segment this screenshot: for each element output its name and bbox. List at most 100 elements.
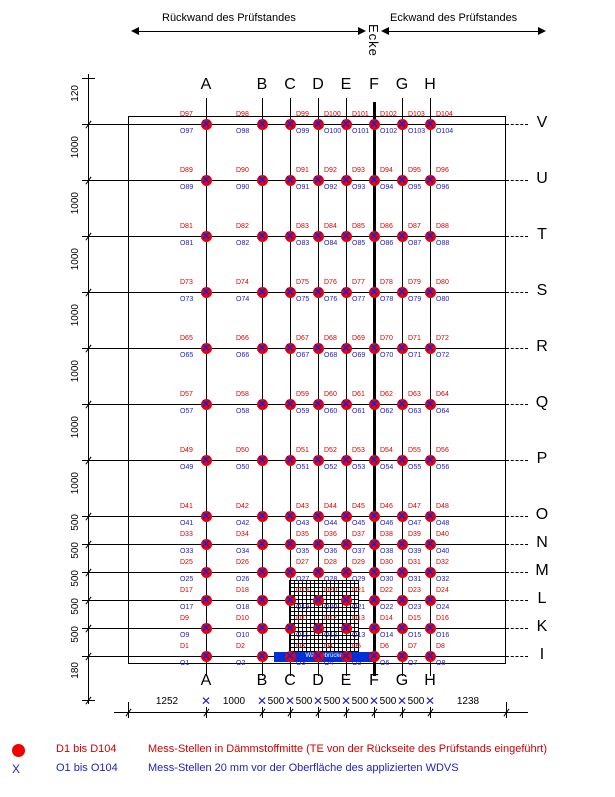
measurement-point-D99[interactable]: [284, 118, 296, 130]
measurement-point-D72[interactable]: [424, 342, 436, 354]
measurement-point-D83[interactable]: [284, 230, 296, 242]
measurement-point-O45[interactable]: ✕: [340, 508, 352, 523]
measurement-point-O65[interactable]: ✕: [200, 340, 212, 355]
measurement-point-O25[interactable]: ✕: [200, 564, 212, 579]
measurement-point-D56[interactable]: [424, 454, 436, 466]
measurement-point-D42[interactable]: [256, 510, 268, 522]
measurement-point-D28[interactable]: [312, 566, 324, 578]
measurement-point-D79[interactable]: [396, 286, 408, 298]
measurement-point-O63[interactable]: ✕: [396, 396, 408, 411]
measurement-point-O67[interactable]: ✕: [284, 340, 296, 355]
measurement-point-O36[interactable]: ✕: [312, 536, 324, 551]
measurement-point-D43[interactable]: [284, 510, 296, 522]
measurement-point-D16[interactable]: [424, 622, 436, 634]
measurement-point-O43[interactable]: ✕: [284, 508, 296, 523]
measurement-point-D70[interactable]: [368, 342, 380, 354]
measurement-point-O11[interactable]: ✕: [284, 620, 296, 635]
measurement-point-D71[interactable]: [396, 342, 408, 354]
measurement-point-D69[interactable]: [340, 342, 352, 354]
measurement-point-D39[interactable]: [396, 538, 408, 550]
measurement-point-O16[interactable]: ✕: [424, 620, 436, 635]
measurement-point-O34[interactable]: ✕: [256, 536, 268, 551]
measurement-point-D94[interactable]: [368, 174, 380, 186]
measurement-point-O8[interactable]: ✕: [424, 648, 436, 663]
measurement-point-D31[interactable]: [396, 566, 408, 578]
measurement-point-O100[interactable]: ✕: [312, 116, 324, 131]
measurement-point-O19[interactable]: ✕: [284, 592, 296, 607]
measurement-point-O86[interactable]: ✕: [368, 228, 380, 243]
measurement-point-D93[interactable]: [340, 174, 352, 186]
measurement-point-O15[interactable]: ✕: [396, 620, 408, 635]
measurement-point-D50[interactable]: [256, 454, 268, 466]
measurement-point-O91[interactable]: ✕: [284, 172, 296, 187]
measurement-point-D30[interactable]: [368, 566, 380, 578]
measurement-point-D64[interactable]: [424, 398, 436, 410]
measurement-point-O102[interactable]: ✕: [368, 116, 380, 131]
measurement-point-D9[interactable]: [200, 622, 212, 634]
measurement-point-D38[interactable]: [368, 538, 380, 550]
measurement-point-O71[interactable]: ✕: [396, 340, 408, 355]
measurement-point-D26[interactable]: [256, 566, 268, 578]
measurement-point-D100[interactable]: [312, 118, 324, 130]
measurement-point-D32[interactable]: [424, 566, 436, 578]
measurement-point-D11[interactable]: [284, 622, 296, 634]
measurement-point-O29[interactable]: ✕: [340, 564, 352, 579]
measurement-point-O24[interactable]: ✕: [424, 592, 436, 607]
measurement-point-D21[interactable]: [340, 594, 352, 606]
measurement-point-O87[interactable]: ✕: [396, 228, 408, 243]
measurement-point-O5[interactable]: ✕: [340, 648, 352, 663]
measurement-point-O56[interactable]: ✕: [424, 452, 436, 467]
measurement-point-O79[interactable]: ✕: [396, 284, 408, 299]
measurement-point-D53[interactable]: [340, 454, 352, 466]
measurement-point-D98[interactable]: [256, 118, 268, 130]
measurement-point-D86[interactable]: [368, 230, 380, 242]
measurement-point-D92[interactable]: [312, 174, 324, 186]
measurement-point-D35[interactable]: [284, 538, 296, 550]
measurement-point-O72[interactable]: ✕: [424, 340, 436, 355]
measurement-point-D89[interactable]: [200, 174, 212, 186]
measurement-point-D95[interactable]: [396, 174, 408, 186]
measurement-point-O41[interactable]: ✕: [200, 508, 212, 523]
measurement-point-D97[interactable]: [200, 118, 212, 130]
measurement-point-O2[interactable]: ✕: [256, 648, 268, 663]
measurement-point-D3[interactable]: [284, 650, 296, 662]
measurement-point-O9[interactable]: ✕: [200, 620, 212, 635]
measurement-point-D84[interactable]: [312, 230, 324, 242]
measurement-point-O95[interactable]: ✕: [396, 172, 408, 187]
measurement-point-O82[interactable]: ✕: [256, 228, 268, 243]
measurement-point-O44[interactable]: ✕: [312, 508, 324, 523]
measurement-point-D87[interactable]: [396, 230, 408, 242]
measurement-point-D5[interactable]: [340, 650, 352, 662]
measurement-point-D34[interactable]: [256, 538, 268, 550]
measurement-point-O85[interactable]: ✕: [340, 228, 352, 243]
measurement-point-O89[interactable]: ✕: [200, 172, 212, 187]
measurement-point-O27[interactable]: ✕: [284, 564, 296, 579]
measurement-point-O35[interactable]: ✕: [284, 536, 296, 551]
measurement-point-O40[interactable]: ✕: [424, 536, 436, 551]
measurement-point-O10[interactable]: ✕: [256, 620, 268, 635]
measurement-point-O17[interactable]: ✕: [200, 592, 212, 607]
measurement-point-D13[interactable]: [340, 622, 352, 634]
measurement-point-O13[interactable]: ✕: [340, 620, 352, 635]
measurement-point-D75[interactable]: [284, 286, 296, 298]
measurement-point-O1[interactable]: ✕: [200, 648, 212, 663]
measurement-point-D78[interactable]: [368, 286, 380, 298]
measurement-point-O64[interactable]: ✕: [424, 396, 436, 411]
measurement-point-O98[interactable]: ✕: [256, 116, 268, 131]
measurement-point-D91[interactable]: [284, 174, 296, 186]
measurement-point-D6[interactable]: [368, 650, 380, 662]
measurement-point-O51[interactable]: ✕: [284, 452, 296, 467]
measurement-point-D103[interactable]: [396, 118, 408, 130]
measurement-point-D90[interactable]: [256, 174, 268, 186]
measurement-point-O46[interactable]: ✕: [368, 508, 380, 523]
measurement-point-D52[interactable]: [312, 454, 324, 466]
measurement-point-D80[interactable]: [424, 286, 436, 298]
measurement-point-O22[interactable]: ✕: [368, 592, 380, 607]
measurement-point-D88[interactable]: [424, 230, 436, 242]
measurement-point-O32[interactable]: ✕: [424, 564, 436, 579]
measurement-point-D15[interactable]: [396, 622, 408, 634]
measurement-point-D67[interactable]: [284, 342, 296, 354]
measurement-point-D81[interactable]: [200, 230, 212, 242]
measurement-point-O70[interactable]: ✕: [368, 340, 380, 355]
measurement-point-O55[interactable]: ✕: [396, 452, 408, 467]
